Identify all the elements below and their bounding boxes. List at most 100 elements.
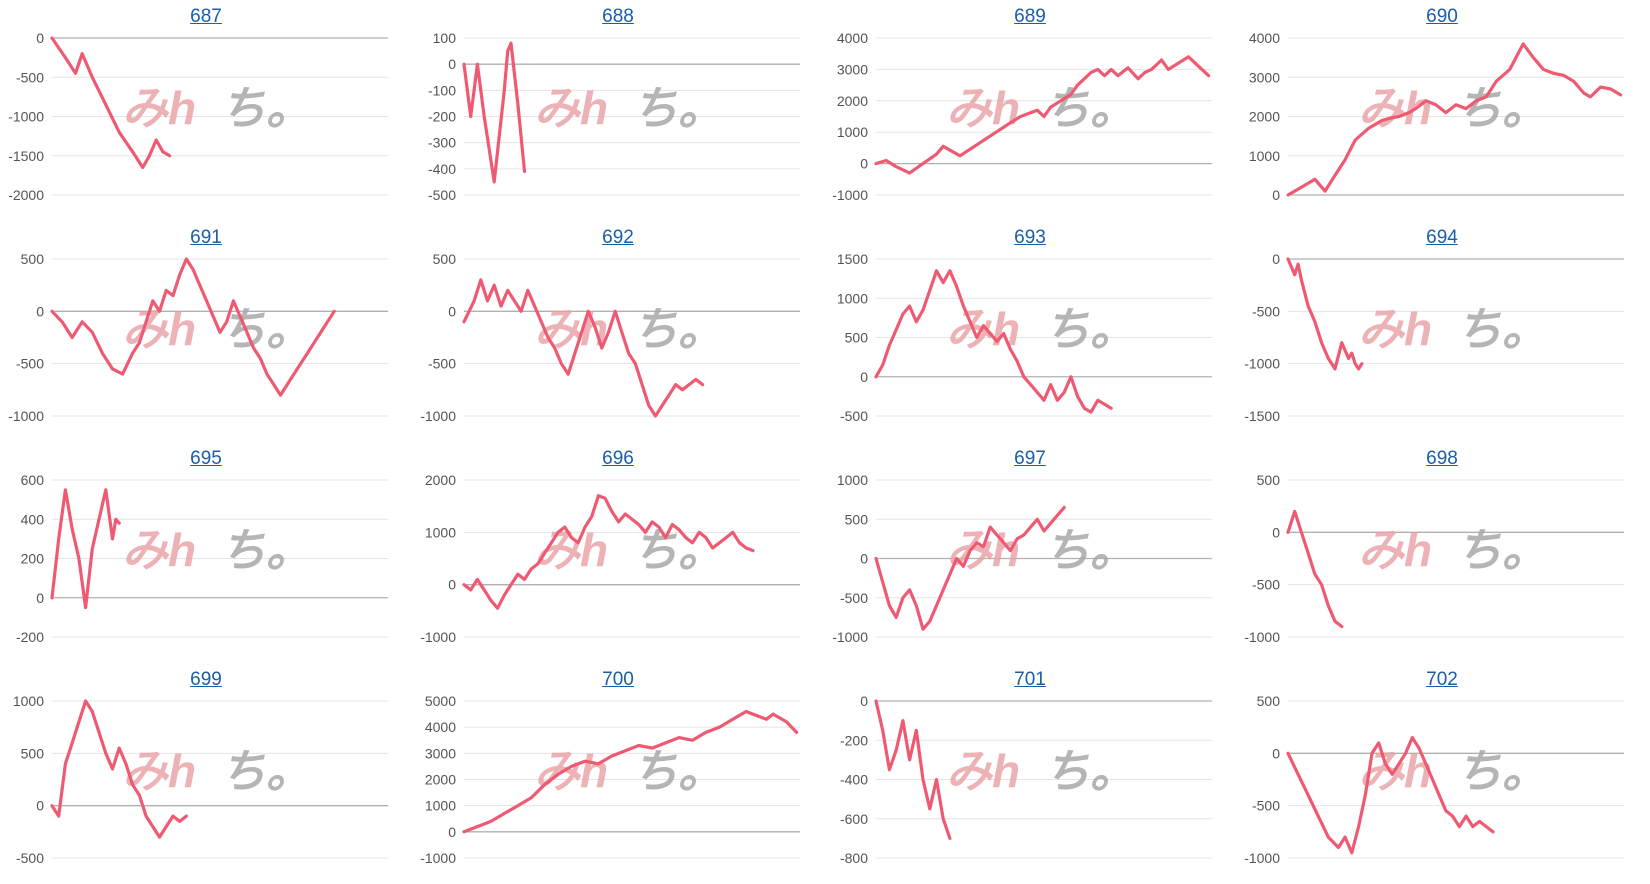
chart-title-link[interactable]: 699 xyxy=(190,669,222,690)
chart-panel: 0 -500 -1000 -1500 みh ち。 694 xyxy=(1236,221,1648,442)
watermark-logo-left: みh xyxy=(122,745,196,797)
chart-title-link[interactable]: 687 xyxy=(190,6,222,27)
series-line xyxy=(1286,42,1623,197)
y-tick-label: -500 xyxy=(16,69,44,85)
chart-panel: 5000 4000 3000 2000 1000 0 -1000 みh ち。 700 xyxy=(412,663,824,884)
y-tick-label: 400 xyxy=(21,511,45,527)
y-tick-label: -2000 xyxy=(8,187,44,203)
line-chart: 0 -200 -400 -600 -800 みh ち。 xyxy=(840,693,1212,866)
chart-panel: 4000 3000 2000 1000 0 みh ち。 690 xyxy=(1236,0,1648,221)
chart-title-link[interactable]: 702 xyxy=(1426,669,1458,690)
series-line xyxy=(1286,735,1495,855)
watermark-logo-left: みh xyxy=(1358,303,1432,355)
y-tick-label: -500 xyxy=(1252,798,1280,814)
watermark-logo-right: ち。 xyxy=(220,745,312,797)
y-tick-label: 0 xyxy=(860,551,868,567)
series-line xyxy=(462,709,799,834)
chart-title-link[interactable]: 700 xyxy=(602,669,634,690)
chart-panel: 1000 500 0 -500 みh ち。 699 xyxy=(0,663,412,884)
watermark-logo-left: みh xyxy=(534,82,608,134)
chart-title-link[interactable]: 695 xyxy=(190,448,222,469)
series-line xyxy=(462,278,705,418)
chart-title-link[interactable]: 688 xyxy=(602,6,634,27)
line-chart: 0 -500 -1000 -1500 -2000 みh ち。 xyxy=(8,30,388,203)
chart-panel: 500 0 -500 -1000 みh ち。 692 xyxy=(412,221,824,442)
chart-title-link[interactable]: 697 xyxy=(1014,448,1046,469)
watermark-logo-right: ち。 xyxy=(1456,82,1548,134)
y-tick-label: 0 xyxy=(36,798,44,814)
chart-panel: 0 -200 -400 -600 -800 みh ち。 701 xyxy=(824,663,1236,884)
y-tick-label: 1000 xyxy=(1249,148,1280,164)
y-tick-label: 5000 xyxy=(425,693,456,709)
chart-title-link[interactable]: 691 xyxy=(190,227,222,248)
y-tick-label: -1000 xyxy=(1244,356,1280,372)
y-tick-label: -1000 xyxy=(420,408,456,424)
y-tick-label: -200 xyxy=(840,732,868,748)
y-tick-label: 200 xyxy=(21,551,45,567)
chart-title-link[interactable]: 694 xyxy=(1426,227,1458,248)
y-tick-label: 0 xyxy=(1272,187,1280,203)
y-tick-label: 2000 xyxy=(1249,109,1280,125)
watermark-logo-left: みh xyxy=(122,82,196,134)
y-tick-label: -500 xyxy=(840,408,868,424)
y-tick-label: -500 xyxy=(16,850,44,866)
y-tick-label: 1000 xyxy=(837,290,868,306)
series-line xyxy=(874,55,1211,175)
y-tick-label: -1000 xyxy=(1244,850,1280,866)
chart-panel: 600 400 200 0 -200 みh ち。 695 xyxy=(0,442,412,663)
y-tick-label: -500 xyxy=(1252,577,1280,593)
watermark-logo-left: みh xyxy=(1358,82,1432,134)
chart-panel: 500 0 -500 -1000 みh ち。 702 xyxy=(1236,663,1648,884)
chart-title-link[interactable]: 693 xyxy=(1014,227,1046,248)
watermark-logo-right: ち。 xyxy=(220,82,312,134)
chart-title-link[interactable]: 690 xyxy=(1426,6,1458,27)
y-tick-label: 0 xyxy=(36,590,44,606)
y-tick-label: 0 xyxy=(1272,524,1280,540)
y-tick-label: 100 xyxy=(433,30,457,46)
y-tick-label: 500 xyxy=(845,330,869,346)
y-tick-label: -1500 xyxy=(8,148,44,164)
chart-panel: 2000 1000 0 -1000 みh ち。 696 xyxy=(412,442,824,663)
y-tick-label: -500 xyxy=(1252,303,1280,319)
watermark-logo-left: みh xyxy=(946,745,1020,797)
y-tick-label: 1000 xyxy=(425,524,456,540)
watermark-logo-right: ち。 xyxy=(632,82,724,134)
series-line xyxy=(874,699,952,840)
chart-title-link[interactable]: 696 xyxy=(602,448,634,469)
y-tick-label: -1000 xyxy=(1244,629,1280,645)
y-tick-label: 600 xyxy=(21,472,45,488)
watermark-logo-left: みh xyxy=(1358,524,1432,576)
watermark-logo-right: ち。 xyxy=(1044,524,1136,576)
y-tick-label: 500 xyxy=(1257,472,1281,488)
line-chart: 4000 3000 2000 1000 0 -1000 みh ち。 xyxy=(832,30,1212,203)
series-line xyxy=(1286,509,1344,629)
watermark-logo-right: ち。 xyxy=(632,303,724,355)
y-tick-label: -800 xyxy=(840,850,868,866)
chart-panel: 100 0 -100 -200 -300 -400 -500 みh ち。 688 xyxy=(412,0,824,221)
line-chart: 600 400 200 0 -200 みh ち。 xyxy=(16,472,388,645)
y-tick-label: 4000 xyxy=(837,30,868,46)
chart-title-link[interactable]: 698 xyxy=(1426,448,1458,469)
y-tick-label: -600 xyxy=(840,811,868,827)
chart-title-link[interactable]: 701 xyxy=(1014,669,1046,690)
chart-panel: 4000 3000 2000 1000 0 -1000 みh ち。 689 xyxy=(824,0,1236,221)
y-tick-label: 500 xyxy=(21,251,45,267)
series-line xyxy=(874,505,1066,631)
y-tick-label: 0 xyxy=(1272,745,1280,761)
line-chart: 4000 3000 2000 1000 0 みh ち。 xyxy=(1249,30,1624,203)
watermark-logo-right: ち。 xyxy=(1456,524,1548,576)
watermark-logo-right: ち。 xyxy=(1044,745,1136,797)
series-line xyxy=(50,488,121,610)
series-line xyxy=(874,269,1113,414)
y-tick-label: 1000 xyxy=(837,124,868,140)
series-line xyxy=(1286,257,1364,371)
chart-title-link[interactable]: 692 xyxy=(602,227,634,248)
y-tick-label: -500 xyxy=(16,356,44,372)
y-tick-label: -1000 xyxy=(832,187,868,203)
y-tick-label: 1500 xyxy=(837,251,868,267)
series-line xyxy=(462,41,527,184)
chart-title-link[interactable]: 689 xyxy=(1014,6,1046,27)
